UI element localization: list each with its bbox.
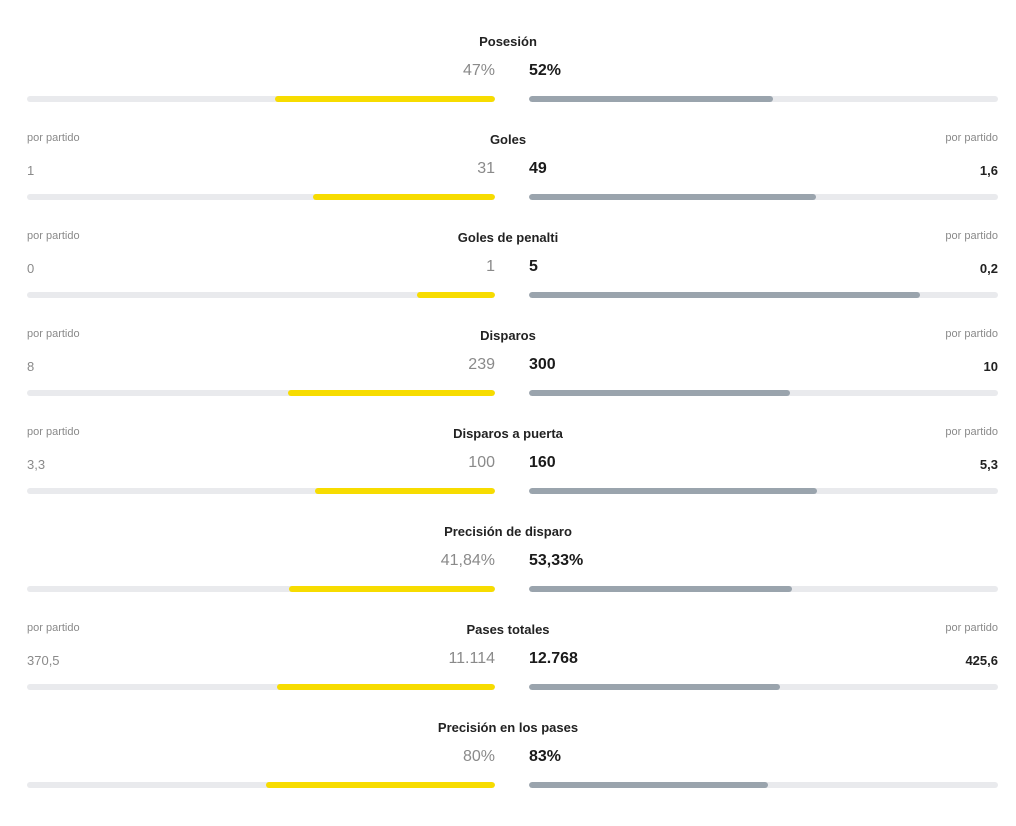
away-bar-track (529, 292, 998, 298)
away-value: 12.768 (529, 650, 578, 667)
away-bar-track (529, 96, 998, 102)
home-value: 47% (462, 62, 495, 79)
away-per-match-value: 5,3 (979, 457, 998, 472)
home-bar-track (27, 586, 495, 592)
away-bar-fill (529, 684, 780, 690)
stat-title: Disparos a puerta (453, 426, 563, 441)
stat-row-goles-penalti: por partido Goles de penalti por partido… (0, 204, 1016, 302)
home-value: 11.114 (448, 650, 495, 667)
away-bar-fill (529, 194, 817, 200)
away-bar-track (529, 684, 998, 690)
home-per-match-value: 8 (27, 359, 35, 374)
home-bar-track (27, 96, 495, 102)
away-per-match-value: 0,2 (979, 261, 998, 276)
away-bar-track (529, 488, 998, 494)
home-per-match-label: por partido (27, 622, 80, 634)
home-per-match-value: 1 (27, 163, 35, 178)
away-value: 300 (529, 356, 556, 373)
away-value: 160 (529, 454, 556, 471)
home-bar-fill (277, 684, 495, 690)
away-per-match-label: por partido (945, 132, 998, 144)
home-bar-fill (314, 488, 495, 494)
away-per-match-value: 10 (983, 359, 998, 374)
away-bar-fill (529, 586, 792, 592)
home-bar-track (27, 292, 495, 298)
away-bar-track (529, 194, 998, 200)
home-per-match-label: por partido (27, 230, 80, 242)
away-value: 53,33% (529, 552, 584, 569)
away-value: 49 (529, 160, 547, 177)
home-value: 239 (468, 356, 495, 373)
home-value: 41,84% (440, 552, 495, 569)
home-value: 100 (468, 454, 495, 471)
stat-title: Posesión (479, 34, 537, 49)
away-bar-fill (529, 782, 769, 788)
away-value: 5 (529, 258, 538, 275)
stat-title: Goles (489, 132, 527, 147)
away-per-match-label: por partido (945, 328, 998, 340)
home-bar-fill (275, 96, 495, 102)
stat-row-precision-disparo: Precisión de disparo 41,84% 53,33% (0, 498, 1016, 596)
home-per-match-label: por partido (27, 132, 80, 144)
away-per-match-value: 1,6 (979, 163, 998, 178)
home-bar-fill (416, 292, 495, 298)
home-bar-fill (289, 586, 495, 592)
home-bar-track (27, 194, 495, 200)
stat-row-goles: por partido Goles por partido 1 31 49 1,… (0, 106, 1016, 204)
home-bar-track (27, 488, 495, 494)
home-per-match-value: 0 (27, 261, 35, 276)
home-bar-fill (265, 782, 495, 788)
stat-row-pases-totales: por partido Pases totales por partido 37… (0, 596, 1016, 694)
stat-row-precision-pases: Precisión en los pases 80% 83% (0, 694, 1016, 792)
home-value: 1 (486, 258, 495, 275)
home-bar-track (27, 684, 495, 690)
home-value: 80% (462, 748, 495, 765)
away-bar-track (529, 586, 998, 592)
away-bar-fill (529, 96, 773, 102)
stat-title: Disparos (480, 328, 536, 343)
stat-row-posesion: Posesión 47% 52% (0, 8, 1016, 106)
home-value: 31 (477, 160, 495, 177)
away-per-match-value: 425,6 (965, 653, 998, 668)
away-value: 52% (529, 62, 562, 79)
home-bar-fill (287, 390, 495, 396)
away-bar-track (529, 390, 998, 396)
stat-row-disparos-puerta: por partido Disparos a puerta por partid… (0, 400, 1016, 498)
stat-title: Pases totales (466, 622, 550, 637)
away-per-match-label: por partido (945, 426, 998, 438)
home-per-match-label: por partido (27, 426, 80, 438)
home-bar-track (27, 782, 495, 788)
stat-title: Goles de penalti (457, 230, 559, 245)
away-bar-fill (529, 292, 920, 298)
home-per-match-value: 370,5 (27, 653, 60, 668)
away-per-match-label: por partido (945, 622, 998, 634)
away-bar-fill (529, 390, 791, 396)
stat-title: Precisión de disparo (444, 524, 572, 539)
away-bar-fill (529, 488, 818, 494)
away-bar-track (529, 782, 998, 788)
home-bar-track (27, 390, 495, 396)
stat-title: Precisión en los pases (437, 720, 579, 735)
home-per-match-label: por partido (27, 328, 80, 340)
home-bar-fill (313, 194, 495, 200)
away-value: 83% (529, 748, 562, 765)
stat-row-disparos: por partido Disparos por partido 8 239 3… (0, 302, 1016, 400)
home-per-match-value: 3,3 (27, 457, 46, 472)
away-per-match-label: por partido (945, 230, 998, 242)
